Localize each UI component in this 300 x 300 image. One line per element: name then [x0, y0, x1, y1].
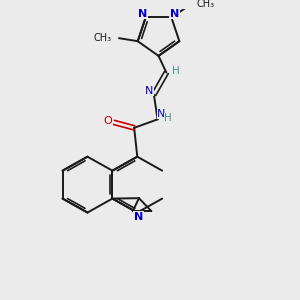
Text: H: H [172, 66, 180, 76]
Text: N: N [138, 9, 147, 19]
Text: N: N [157, 109, 166, 119]
Text: CH₃: CH₃ [93, 33, 111, 43]
Text: CH₃: CH₃ [196, 0, 214, 9]
Text: N: N [134, 212, 143, 222]
Text: N: N [170, 9, 179, 19]
Text: O: O [103, 116, 112, 126]
Text: H: H [164, 113, 172, 123]
Text: N: N [145, 86, 153, 96]
